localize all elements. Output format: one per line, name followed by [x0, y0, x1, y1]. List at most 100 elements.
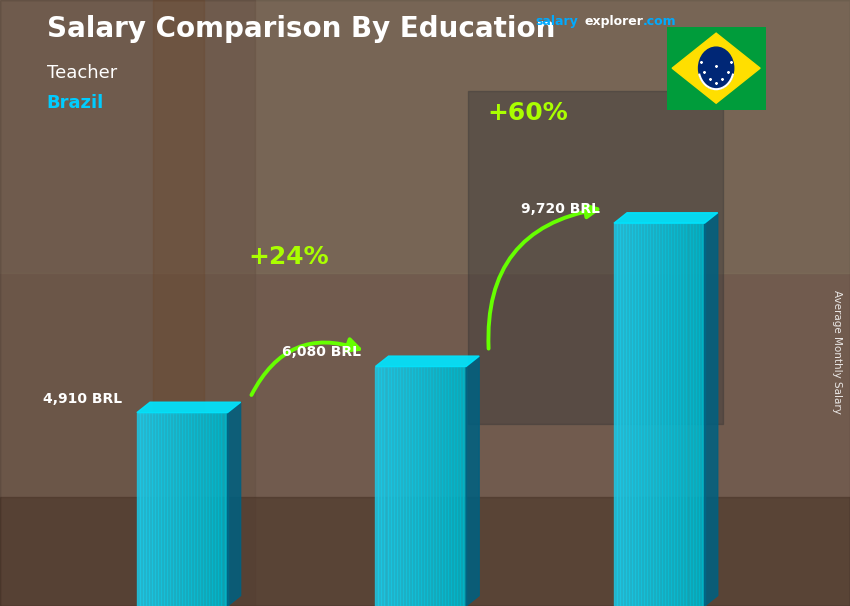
Polygon shape [421, 367, 424, 606]
Text: Average Monthly Salary: Average Monthly Salary [832, 290, 842, 413]
Polygon shape [191, 413, 195, 606]
Polygon shape [614, 213, 717, 223]
Text: 9,720 BRL: 9,720 BRL [521, 202, 599, 216]
Polygon shape [674, 223, 677, 606]
Polygon shape [140, 413, 143, 606]
Polygon shape [394, 367, 397, 606]
Polygon shape [439, 367, 442, 606]
Polygon shape [403, 367, 405, 606]
Text: Salary Comparison By Education: Salary Comparison By Education [47, 15, 555, 43]
Polygon shape [638, 223, 641, 606]
Polygon shape [212, 413, 215, 606]
Polygon shape [620, 223, 623, 606]
Polygon shape [197, 413, 201, 606]
Circle shape [699, 47, 734, 89]
Polygon shape [400, 367, 403, 606]
Polygon shape [427, 367, 430, 606]
Polygon shape [463, 367, 466, 606]
Polygon shape [635, 223, 638, 606]
Polygon shape [699, 223, 701, 606]
Polygon shape [451, 367, 454, 606]
Text: .com: .com [643, 15, 677, 28]
Polygon shape [654, 223, 656, 606]
Polygon shape [683, 223, 687, 606]
Polygon shape [644, 223, 647, 606]
Polygon shape [152, 413, 155, 606]
Polygon shape [436, 367, 439, 606]
Polygon shape [378, 367, 382, 606]
Polygon shape [672, 33, 760, 103]
Polygon shape [442, 367, 445, 606]
Polygon shape [626, 223, 629, 606]
Polygon shape [629, 223, 632, 606]
Polygon shape [179, 413, 182, 606]
Text: +60%: +60% [487, 101, 568, 125]
Polygon shape [614, 223, 617, 606]
Polygon shape [641, 223, 644, 606]
Polygon shape [397, 367, 400, 606]
Polygon shape [617, 223, 620, 606]
Polygon shape [201, 413, 203, 606]
Polygon shape [656, 223, 660, 606]
Polygon shape [158, 413, 161, 606]
Polygon shape [182, 413, 185, 606]
Polygon shape [424, 367, 427, 606]
Polygon shape [173, 413, 176, 606]
Polygon shape [687, 223, 689, 606]
Text: explorer: explorer [585, 15, 643, 28]
Polygon shape [195, 413, 197, 606]
Polygon shape [660, 223, 662, 606]
Polygon shape [218, 413, 222, 606]
Text: salary: salary [536, 15, 578, 28]
Polygon shape [668, 223, 672, 606]
Polygon shape [384, 367, 388, 606]
Polygon shape [409, 367, 411, 606]
Polygon shape [677, 223, 681, 606]
Polygon shape [376, 367, 378, 606]
Polygon shape [623, 223, 626, 606]
Polygon shape [137, 402, 241, 413]
Polygon shape [143, 413, 146, 606]
Text: 6,080 BRL: 6,080 BRL [282, 345, 361, 359]
Polygon shape [647, 223, 650, 606]
Polygon shape [695, 223, 699, 606]
Polygon shape [215, 413, 218, 606]
Polygon shape [164, 413, 167, 606]
Polygon shape [146, 413, 149, 606]
Polygon shape [203, 413, 207, 606]
Polygon shape [188, 413, 191, 606]
Polygon shape [448, 367, 451, 606]
Polygon shape [662, 223, 666, 606]
Polygon shape [705, 213, 717, 606]
Polygon shape [650, 223, 654, 606]
Polygon shape [185, 413, 188, 606]
Polygon shape [681, 223, 683, 606]
Polygon shape [454, 367, 457, 606]
Text: Teacher: Teacher [47, 64, 117, 82]
Text: Brazil: Brazil [47, 94, 104, 112]
Polygon shape [411, 367, 415, 606]
Polygon shape [466, 356, 479, 606]
Polygon shape [176, 413, 179, 606]
Polygon shape [207, 413, 209, 606]
Polygon shape [382, 367, 384, 606]
Polygon shape [689, 223, 693, 606]
Polygon shape [415, 367, 417, 606]
Polygon shape [228, 402, 241, 606]
Polygon shape [161, 413, 164, 606]
Polygon shape [224, 413, 228, 606]
Polygon shape [417, 367, 421, 606]
Polygon shape [693, 223, 695, 606]
Polygon shape [701, 223, 705, 606]
Polygon shape [155, 413, 158, 606]
Polygon shape [445, 367, 448, 606]
Polygon shape [209, 413, 212, 606]
Polygon shape [405, 367, 409, 606]
Polygon shape [666, 223, 668, 606]
Polygon shape [672, 223, 674, 606]
Polygon shape [376, 356, 479, 367]
Polygon shape [632, 223, 635, 606]
Polygon shape [222, 413, 224, 606]
Polygon shape [149, 413, 152, 606]
Polygon shape [137, 413, 140, 606]
